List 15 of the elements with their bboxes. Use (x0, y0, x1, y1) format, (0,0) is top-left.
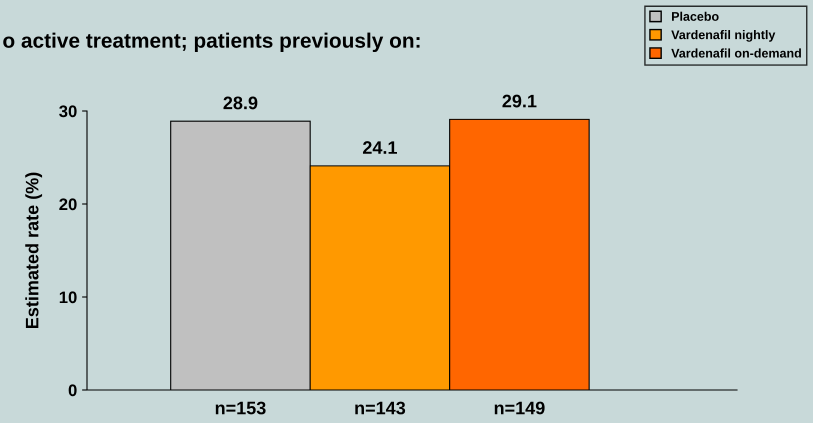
data-label: 24.1 (362, 141, 397, 154)
y-tick-label: 0 (68, 384, 77, 396)
legend-label: Placebo (672, 12, 719, 21)
data-label: 29.1 (502, 94, 536, 108)
y-axis-title: Estimated rate (%) (25, 172, 42, 328)
x-tick-label: n=153 (216, 402, 266, 414)
y-tick-label: 20 (59, 198, 77, 210)
chart-title: o active treatment; patients previously on: (3, 32, 420, 52)
data-label: 28.9 (223, 96, 258, 110)
x-tick-label: n=149 (494, 402, 545, 414)
legend-label: Vardenafil nightly (671, 30, 776, 42)
y-tick-label: 30 (59, 105, 77, 118)
x-tick-label: n=143 (355, 402, 406, 414)
y-tick-label: 10 (60, 291, 77, 304)
legend-label: Vardenafil on-demand (671, 48, 801, 58)
